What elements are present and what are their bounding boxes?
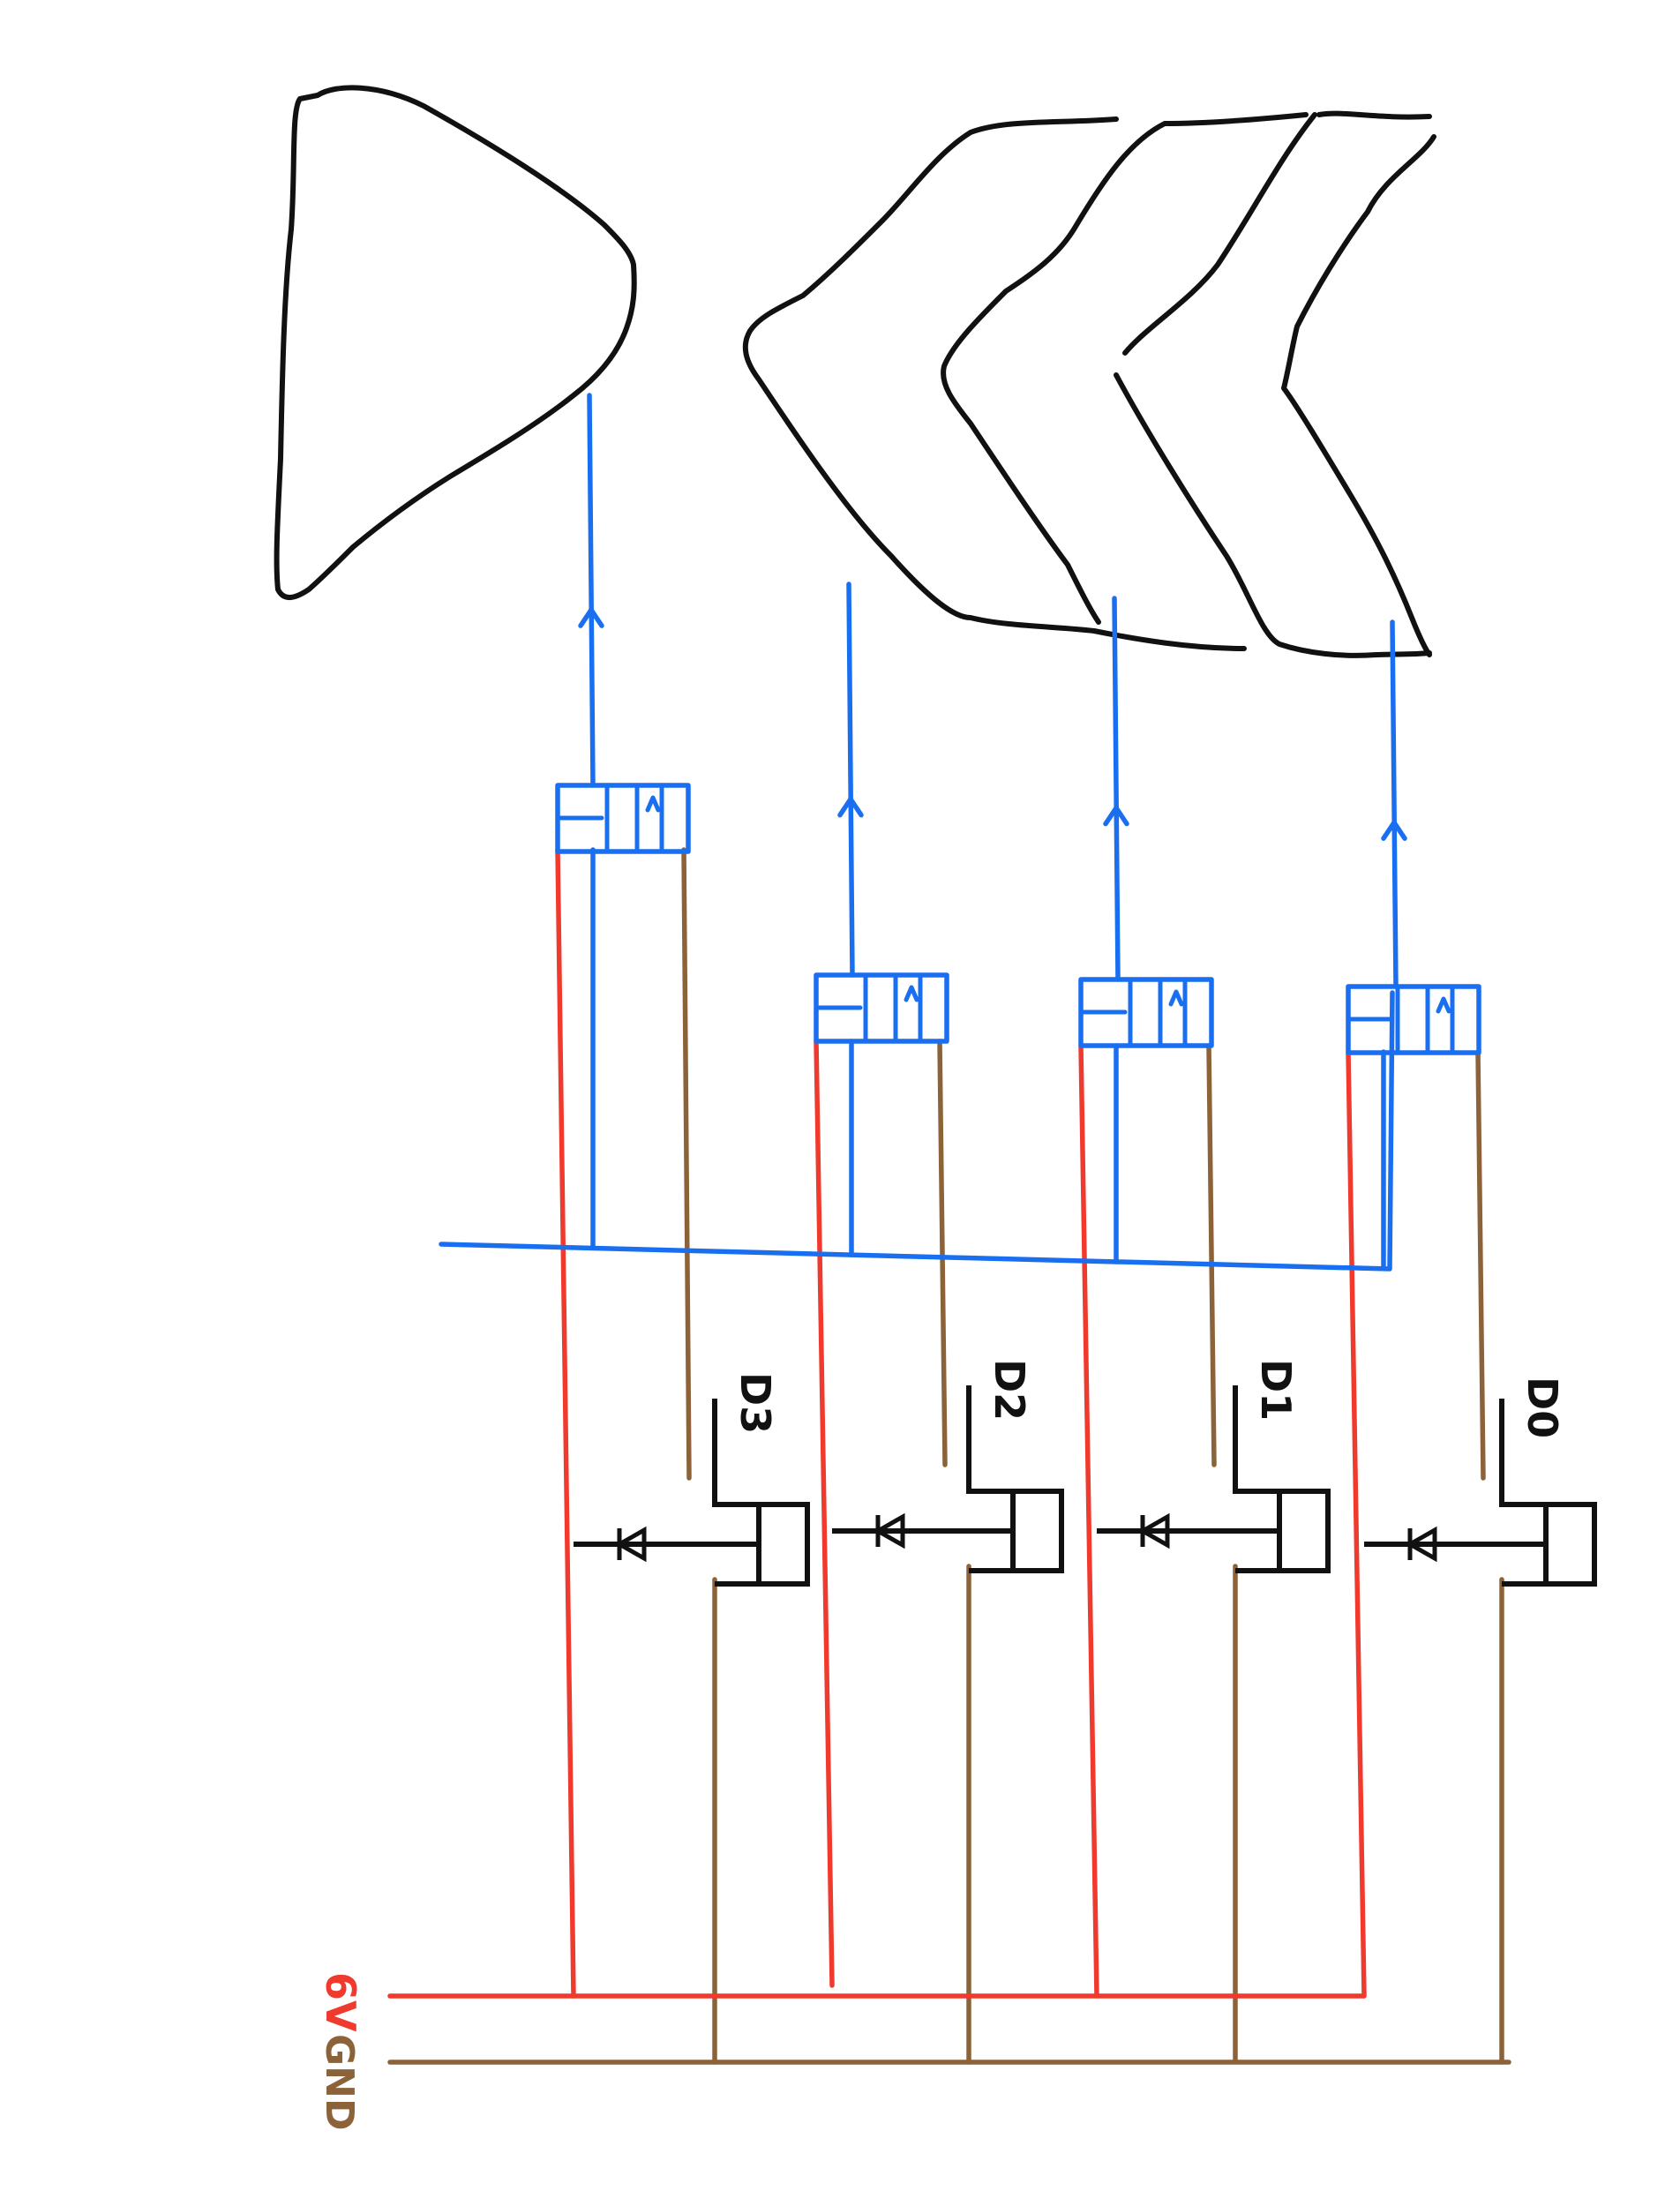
supply-line: [1078, 1043, 1099, 1999]
transistor-body: [1010, 1489, 1064, 1573]
ground-rail-label: GND: [317, 2034, 362, 2130]
arrow-up-icon: [837, 796, 864, 818]
speaker-icon: [329, 881, 459, 1249]
arrow-up-icon: [1381, 820, 1407, 841]
diode-icon: [1405, 1526, 1437, 1563]
ground-line: [1206, 1043, 1217, 1467]
stage-label: D2: [986, 1359, 1033, 1421]
arrow-icon: [645, 795, 661, 813]
transistor: D3: [574, 1372, 810, 1587]
signal-output-line: [846, 582, 855, 978]
supply-line: [555, 847, 576, 1999]
arrow-icon: [904, 985, 919, 1002]
chevron-left-icon: [742, 116, 1247, 651]
ground-line: [937, 1039, 948, 1467]
stage-label: D0: [1519, 1377, 1566, 1438]
transistor-lead: [1499, 1399, 1546, 1507]
transistor-lead: [712, 1399, 759, 1507]
arrow-up-icon: [578, 607, 604, 628]
transistor-body: [1543, 1502, 1597, 1587]
arrow-icon: [1436, 996, 1451, 1014]
arrow-up-icon: [1103, 805, 1129, 827]
stage-label: D1: [1252, 1359, 1300, 1421]
supply-rail-label: 6V: [317, 1972, 364, 2032]
ground-line: [1475, 1049, 1486, 1481]
supply-wiring: [387, 847, 1367, 1999]
transistor-body: [1277, 1489, 1331, 1573]
diode-icon: [873, 1512, 905, 1549]
play-triangle-icon: [274, 85, 637, 600]
diode-icon: [1137, 1512, 1170, 1549]
stage-label: D3: [731, 1372, 779, 1434]
signal-output-line: [1390, 619, 1399, 989]
transistor-lead: [966, 1385, 1013, 1494]
ground-wiring: [387, 847, 1511, 2065]
transistor-body: [756, 1502, 810, 1587]
transistor: D0: [1364, 1377, 1597, 1587]
transistor: D1: [1097, 1359, 1331, 1573]
signal-bus: [439, 990, 1395, 1272]
transistor-stages: D3 D2 D1 D0: [574, 1359, 1597, 1587]
transistor: D2: [832, 1359, 1064, 1573]
signal-wiring: [439, 393, 1481, 1272]
chevron-left-icon: [941, 112, 1309, 625]
supply-line: [1346, 1049, 1367, 1999]
signal-output-line: [1112, 596, 1121, 982]
ground-line: [681, 847, 692, 1481]
diode-icon: [614, 1526, 647, 1563]
supply-line: [814, 1039, 835, 1988]
chevron-left-icon: [1114, 112, 1432, 658]
signal-output-line: [587, 393, 596, 788]
arrow-icon: [1168, 989, 1184, 1007]
chevron-left-icon: [1281, 110, 1436, 657]
transistor-lead: [1233, 1385, 1279, 1494]
